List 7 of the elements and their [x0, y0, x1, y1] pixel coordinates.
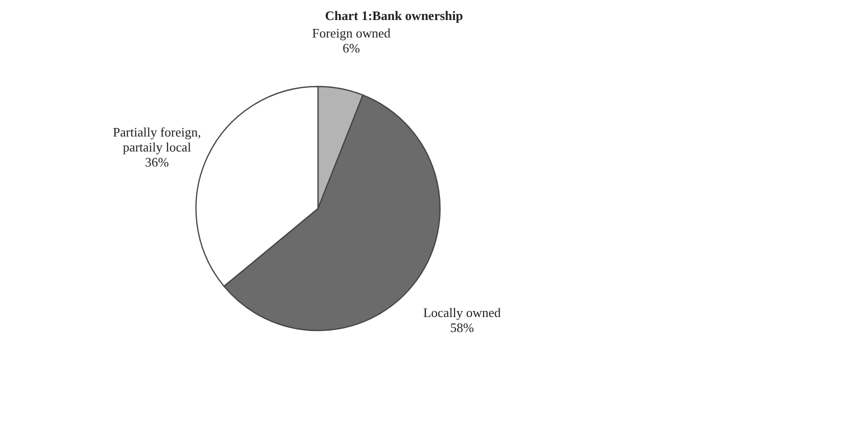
data-label: 58% — [450, 320, 474, 336]
data-label: 6% — [342, 40, 360, 56]
chart-title: Chart 1:Bank ownership — [325, 8, 463, 23]
data-label: 36% — [145, 154, 170, 170]
slice-label: Foreign owned — [312, 26, 392, 41]
slice-label: Partially foreign, partaily local — [112, 124, 201, 155]
slice-label: Locally owned — [423, 305, 502, 320]
